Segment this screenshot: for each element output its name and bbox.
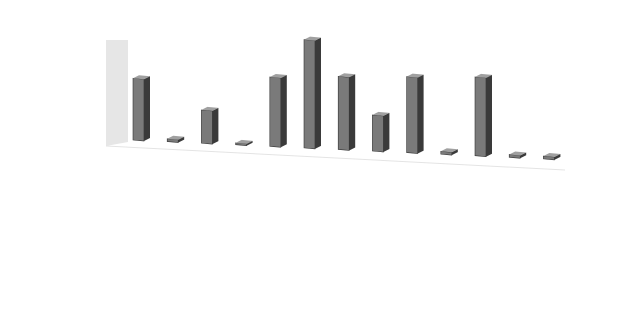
bar-side <box>383 112 390 153</box>
bar <box>166 135 185 143</box>
bar-top <box>509 151 527 156</box>
bar-top <box>406 73 424 78</box>
bar-top <box>543 153 561 158</box>
bar-top <box>201 106 219 111</box>
bar-side <box>315 37 321 149</box>
bar-top <box>235 139 253 144</box>
bar-side <box>349 74 356 151</box>
bar-top <box>167 135 185 140</box>
bar <box>406 73 424 154</box>
bar-side <box>280 74 287 148</box>
floor-line <box>105 145 566 171</box>
back-wall <box>106 40 128 146</box>
bar <box>372 111 390 153</box>
bar-front <box>132 77 145 142</box>
bar-side <box>486 74 492 157</box>
bar <box>235 139 253 147</box>
bar-side <box>212 107 219 145</box>
bar <box>543 153 561 161</box>
bar-side <box>417 74 424 154</box>
bar-side <box>246 140 253 146</box>
bar-front <box>474 76 487 158</box>
bar-front <box>337 75 350 151</box>
bar-top <box>304 36 321 41</box>
bar-side <box>451 149 458 156</box>
bar-side <box>178 136 185 143</box>
bar <box>303 36 321 150</box>
bar-top <box>372 111 390 116</box>
bar <box>132 75 150 142</box>
bar-top <box>133 75 150 80</box>
bar-front <box>303 39 316 150</box>
bar-top <box>440 148 458 153</box>
bar-top <box>338 73 356 78</box>
bar-front <box>269 76 282 148</box>
bar-side <box>144 76 150 141</box>
bar <box>337 73 356 151</box>
bar-side <box>554 154 561 160</box>
bar <box>508 151 527 159</box>
bar-top <box>269 73 287 78</box>
bar <box>201 106 219 145</box>
bar <box>269 73 287 148</box>
bar-front <box>372 114 384 153</box>
bar-front <box>201 109 213 145</box>
bar-front <box>406 76 418 154</box>
bar-top <box>475 73 492 78</box>
bar <box>474 73 492 158</box>
bar <box>440 148 458 156</box>
bar-side <box>520 152 527 159</box>
